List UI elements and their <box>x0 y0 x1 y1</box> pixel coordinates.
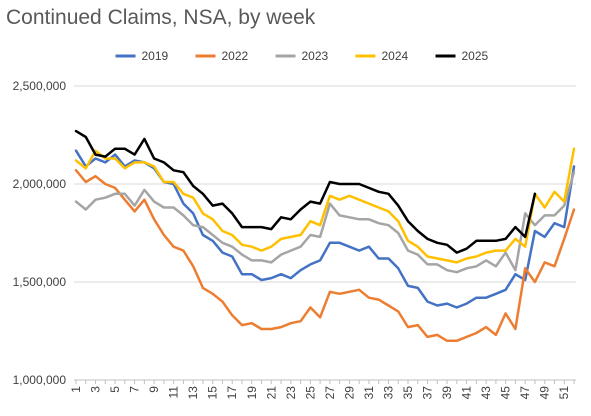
x-tick-label: 29 <box>342 386 356 400</box>
y-tick-label: 1,500,000 <box>13 275 67 289</box>
series-line-2024 <box>74 147 576 264</box>
legend-label-2024: 2024 <box>382 49 409 63</box>
series-lines <box>74 129 576 343</box>
y-tick-label: 2,000,000 <box>13 177 67 191</box>
x-tick-label: 51 <box>557 386 571 400</box>
legend-label-2019: 2019 <box>142 49 169 63</box>
x-tick-label: 5 <box>108 386 122 393</box>
y-tick-label: 1,000,000 <box>13 373 67 387</box>
series-line-2023 <box>74 170 576 274</box>
x-tick-label: 31 <box>362 386 376 400</box>
x-tick-label: 27 <box>323 386 337 400</box>
x-tick-label: 7 <box>128 386 142 393</box>
x-tick-label: 33 <box>381 386 395 400</box>
legend: 2019 2022 2023 2024 2025 <box>115 49 489 63</box>
legend-label-2022: 2022 <box>222 49 249 63</box>
x-tick-label: 19 <box>245 386 259 400</box>
x-tick-label: 3 <box>89 386 103 393</box>
x-tick-label: 49 <box>538 386 552 400</box>
x-tick-label: 37 <box>421 386 435 400</box>
gridlines <box>74 85 576 381</box>
legend-label-2025: 2025 <box>462 49 489 63</box>
x-tick-label: 39 <box>440 386 454 400</box>
x-tick-label: 17 <box>225 386 239 400</box>
series-line-2022 <box>74 169 576 343</box>
x-tick-label: 11 <box>167 386 181 399</box>
x-tick-label: 23 <box>284 386 298 400</box>
legend-label-2023: 2023 <box>302 49 329 63</box>
x-tick-label: 21 <box>264 386 278 400</box>
x-tick-label: 47 <box>518 386 532 400</box>
x-tick-label: 45 <box>499 386 513 400</box>
x-tick-label: 41 <box>460 386 474 400</box>
series-line-2019 <box>74 149 576 309</box>
x-tick-label: 35 <box>401 386 415 400</box>
x-tick-label: 13 <box>186 386 200 400</box>
chart-title: Continued Claims, NSA, by week <box>6 6 316 29</box>
y-tick-label: 2,500,000 <box>13 79 67 93</box>
x-tick-label: 15 <box>206 386 220 400</box>
x-tick-label: 1 <box>69 386 83 393</box>
x-tick-label: 9 <box>147 386 161 393</box>
series-line-2025 <box>74 129 537 254</box>
x-tick-label: 43 <box>479 386 493 400</box>
x-tick-label: 25 <box>303 386 317 400</box>
